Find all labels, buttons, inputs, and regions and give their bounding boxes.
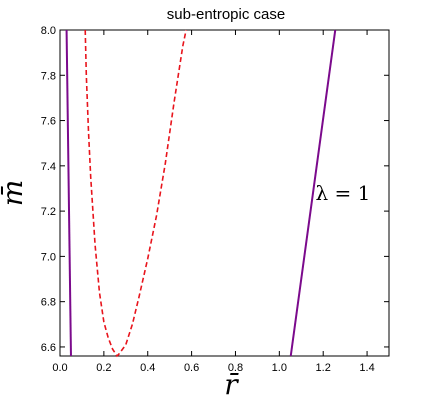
y-tick-label: 7.4 (41, 161, 56, 173)
x-tick-label: 1.2 (316, 362, 331, 374)
y-tick-label: 6.6 (41, 342, 56, 354)
chart-title: sub-entropic case (167, 6, 285, 23)
series-line-3 (84, 29, 187, 358)
x-tick-label: 0.6 (184, 362, 199, 374)
x-tick-label: 1.0 (272, 362, 287, 374)
plot-frame (59, 29, 390, 357)
y-tick-label: 8.0 (41, 25, 56, 37)
y-tick-label: 7.6 (41, 116, 56, 128)
y-tick-label: 7.8 (41, 70, 56, 82)
x-tick-label: 0.8 (228, 362, 243, 374)
annotation-label: λ = 1 (316, 181, 371, 205)
series-line-2 (289, 29, 337, 357)
x-tick-label: 1.4 (359, 362, 374, 374)
annotation-layer: λ = 1 (316, 181, 371, 205)
x-tick-label: 0.0 (52, 362, 67, 374)
x-axis-label: r̄ (224, 368, 239, 401)
y-axis-ticks: 6.6 6.8 7.0 7.2 7.4 7.6 7.8 8.0 (41, 25, 389, 354)
series-line-1 (65, 29, 72, 357)
x-tick-label: 0.2 (96, 362, 111, 374)
y-axis-label: m̄ (0, 180, 29, 207)
x-axis-ticks: 0.0 0.2 0.4 0.6 0.8 1.0 1.2 1.4 (52, 30, 375, 374)
y-tick-label: 7.2 (41, 206, 56, 218)
series-layer (65, 29, 337, 358)
y-tick-label: 7.0 (41, 251, 56, 263)
x-tick-label: 0.4 (140, 362, 155, 374)
y-tick-label: 6.8 (41, 297, 56, 309)
